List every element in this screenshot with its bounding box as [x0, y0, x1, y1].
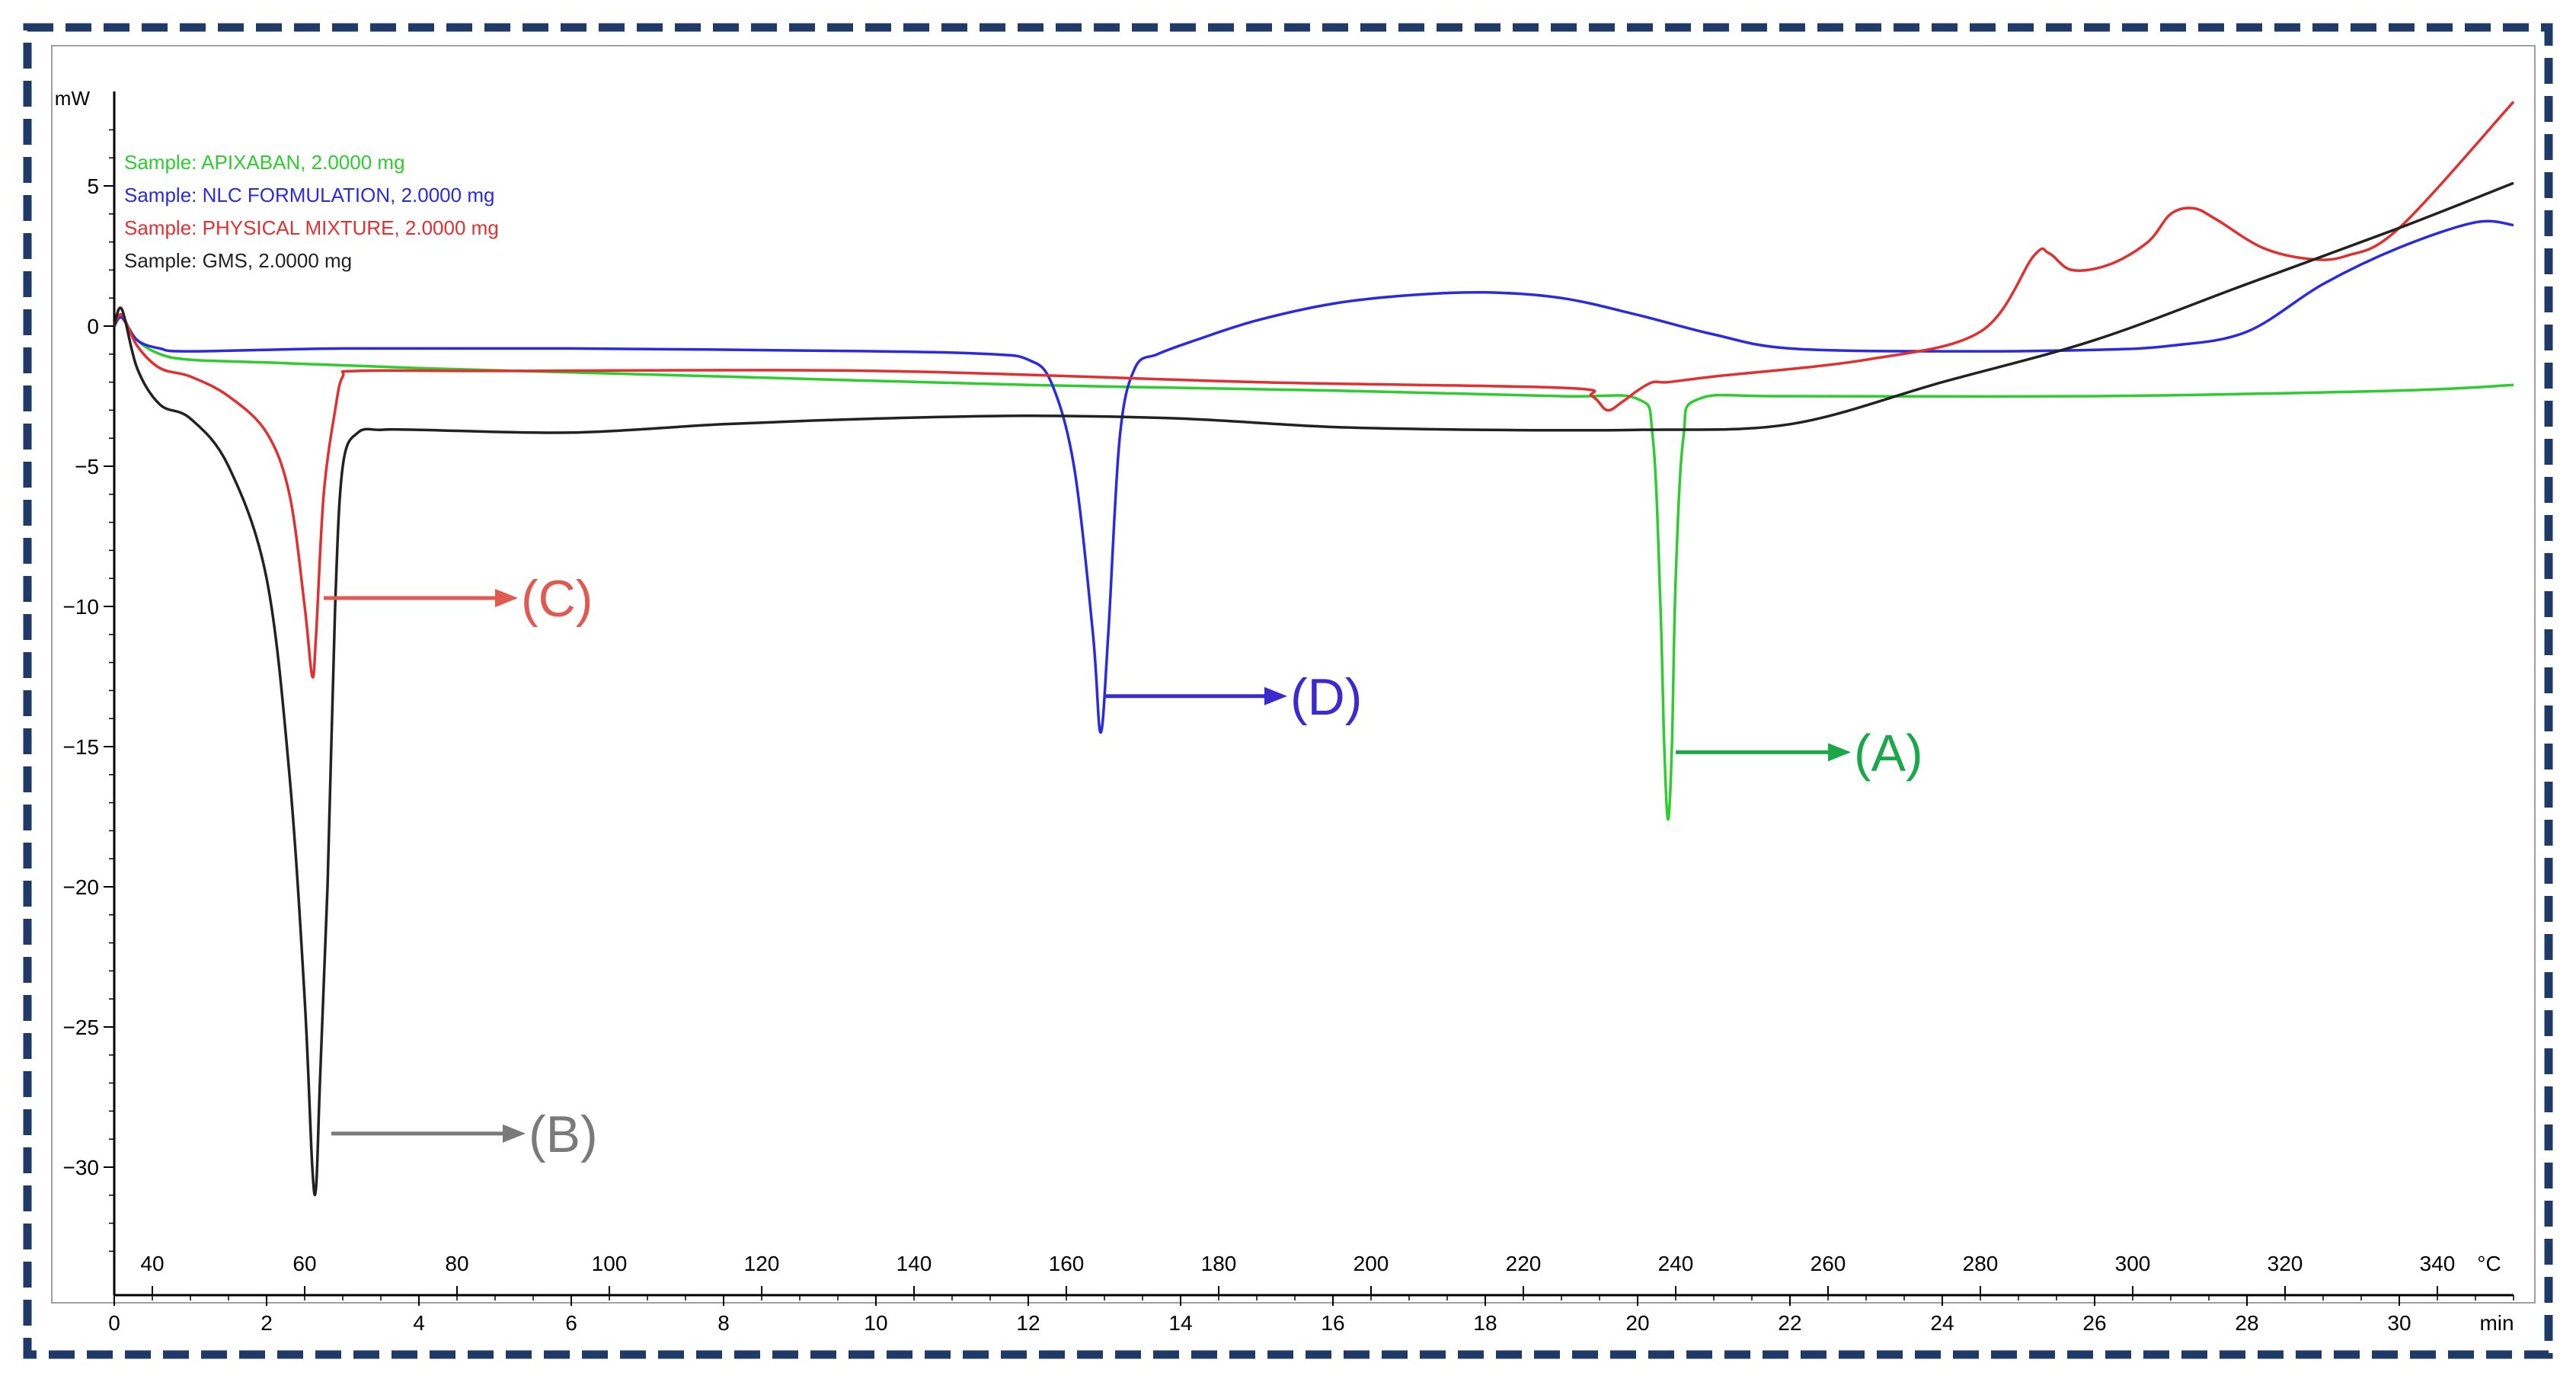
legend: Sample: APIXABAN, 2.0000 mg Sample: NLC …	[124, 151, 499, 272]
t-tick-label: 140	[896, 1252, 932, 1275]
x-tick-label: 12	[1016, 1311, 1040, 1335]
t-tick-label: 340	[2420, 1252, 2456, 1275]
x-tick-label: 8	[718, 1311, 730, 1335]
x-tick-label: 0	[108, 1311, 120, 1335]
x-tick-label: 26	[2082, 1311, 2106, 1335]
series-physical-mixture-line	[113, 101, 2515, 679]
series-layer	[113, 101, 2515, 1197]
dashed-border	[23, 23, 2553, 1359]
t-tick-label: 300	[2115, 1252, 2151, 1275]
t-tick-label: 200	[1354, 1252, 1389, 1275]
x-tick-label: 10	[864, 1311, 887, 1335]
x-tick-label: 30	[2387, 1311, 2411, 1335]
annotation-arrow-head	[1828, 743, 1851, 762]
t-tick-label: 280	[1963, 1252, 1999, 1275]
x-tick-label: 18	[1473, 1311, 1497, 1335]
y-tick-label: 5	[87, 174, 99, 198]
x-tick-label: 20	[1625, 1311, 1649, 1335]
x-tick-label: 14	[1168, 1311, 1192, 1335]
t-tick-label: 320	[2268, 1252, 2303, 1275]
annotation-label: (B)	[529, 1105, 598, 1163]
y-tick-label: 0	[87, 315, 99, 338]
legend-entry-nlc-formulation: Sample: NLC FORMULATION, 2.0000 mg	[124, 184, 494, 206]
t-tick-label: 180	[1201, 1252, 1237, 1275]
t-tick-label: 240	[1658, 1252, 1694, 1275]
annotation-arrow-head	[503, 1124, 526, 1143]
temperature-axis-unit: °C	[2477, 1252, 2501, 1275]
x-tick-label: 16	[1321, 1311, 1344, 1335]
legend-entry-gms: Sample: GMS, 2.0000 mg	[124, 249, 352, 272]
legend-entry-apixaban: Sample: APIXABAN, 2.0000 mg	[124, 151, 405, 174]
y-axis-unit: mW	[55, 87, 91, 110]
annotation-arrow-head	[1264, 686, 1287, 705]
x-tick-label: 4	[413, 1311, 425, 1335]
x-tick-label: 24	[1930, 1311, 1954, 1335]
annotation-label: (D)	[1290, 668, 1362, 726]
y-tick-label: −15	[63, 735, 100, 759]
series-apixaban-line	[113, 315, 2514, 821]
series-gms-line	[113, 181, 2514, 1197]
y-tick-label: −25	[63, 1016, 100, 1039]
annotation-layer: (C) (D) (A) (B)	[324, 570, 1923, 1163]
x-temperature-ticks: 40 60 80 100 120 140 160 180 200 220 240 260 280 300 3…	[140, 1252, 2455, 1295]
t-tick-label: 120	[744, 1252, 780, 1275]
t-tick-label: 60	[292, 1252, 316, 1275]
x-time-ticks: 0 2 4 6 8 10 12 14 16 18 20 22 24 26 28 30	[108, 1295, 2514, 1335]
y-tick-label: −5	[75, 455, 99, 478]
x-tick-label: 2	[260, 1311, 273, 1335]
t-tick-label: 80	[445, 1252, 468, 1275]
t-tick-label: 260	[1811, 1252, 1846, 1275]
x-tick-label: 28	[2235, 1311, 2258, 1335]
annotation-label: (C)	[521, 570, 593, 628]
y-tick-label: −10	[63, 595, 100, 619]
legend-entry-physical-mixture: Sample: PHYSICAL MIXTURE, 2.0000 mg	[124, 216, 499, 239]
t-tick-label: 220	[1506, 1252, 1542, 1275]
t-tick-label: 40	[140, 1252, 164, 1275]
annotation-label: (A)	[1854, 724, 1923, 782]
plot-box	[51, 45, 2536, 1304]
t-tick-label: 100	[592, 1252, 628, 1275]
annotation-arrow-head	[495, 588, 518, 607]
t-tick-label: 160	[1049, 1252, 1085, 1275]
y-tick-label: −30	[63, 1156, 100, 1179]
x-tick-label: 6	[565, 1311, 577, 1335]
y-ticks: 5 0 −5 −10 −15 −20 −25 −30	[63, 129, 114, 1252]
time-axis-unit: min	[2479, 1311, 2514, 1335]
series-nlc-formulation-line	[113, 219, 2514, 734]
x-tick-label: 22	[1778, 1311, 1801, 1335]
y-tick-label: −20	[63, 875, 100, 899]
